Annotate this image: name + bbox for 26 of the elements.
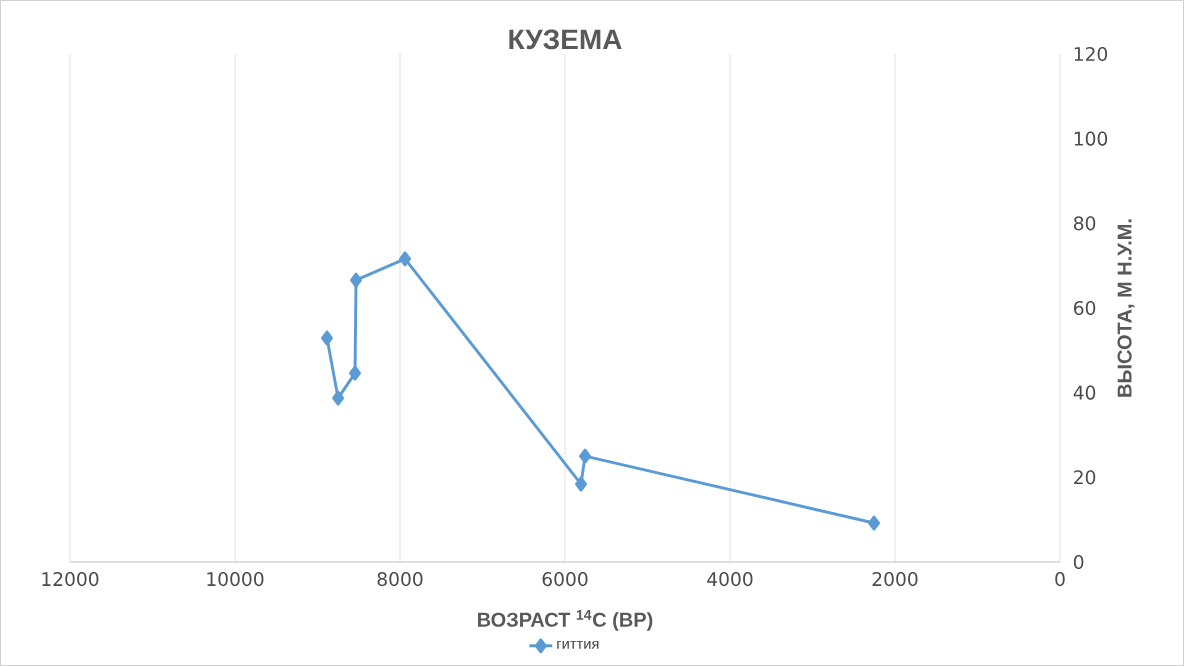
x-tick-label: 10000 [207,572,264,587]
point [575,476,587,492]
y-tick-label: 100 [1074,131,1108,146]
legend-label: гиттия [557,640,599,649]
chart-title: КУЗЕМА [509,29,622,50]
point [399,251,411,267]
y-tick-label: 20 [1074,470,1096,485]
point [579,448,592,464]
y-tick-label: 0 [1073,554,1084,570]
x-tick-label: 2000 [872,572,918,587]
y-tick-label: 60 [1074,300,1096,316]
point [349,365,362,381]
point [350,272,362,288]
y-tick-label: 40 [1073,385,1096,400]
point [332,390,345,406]
x-tick-label: 0 [1055,572,1065,587]
x-axis-title: ВОЗРАСТ $^{14}$С (ВР) [478,610,653,631]
point [868,515,881,531]
x-tick-label: 6000 [542,572,588,587]
y-axis-title: ВЫСОТА, М Н.У.М. [1117,219,1135,397]
x-tick-label: 8000 [377,572,423,587]
y-tick-label: 80 [1073,216,1096,231]
x-tick-label: 12000 [42,572,99,587]
x-tick-label: 4000 [707,572,753,587]
y-tick-label: 120 [1074,46,1108,62]
point [321,330,333,346]
